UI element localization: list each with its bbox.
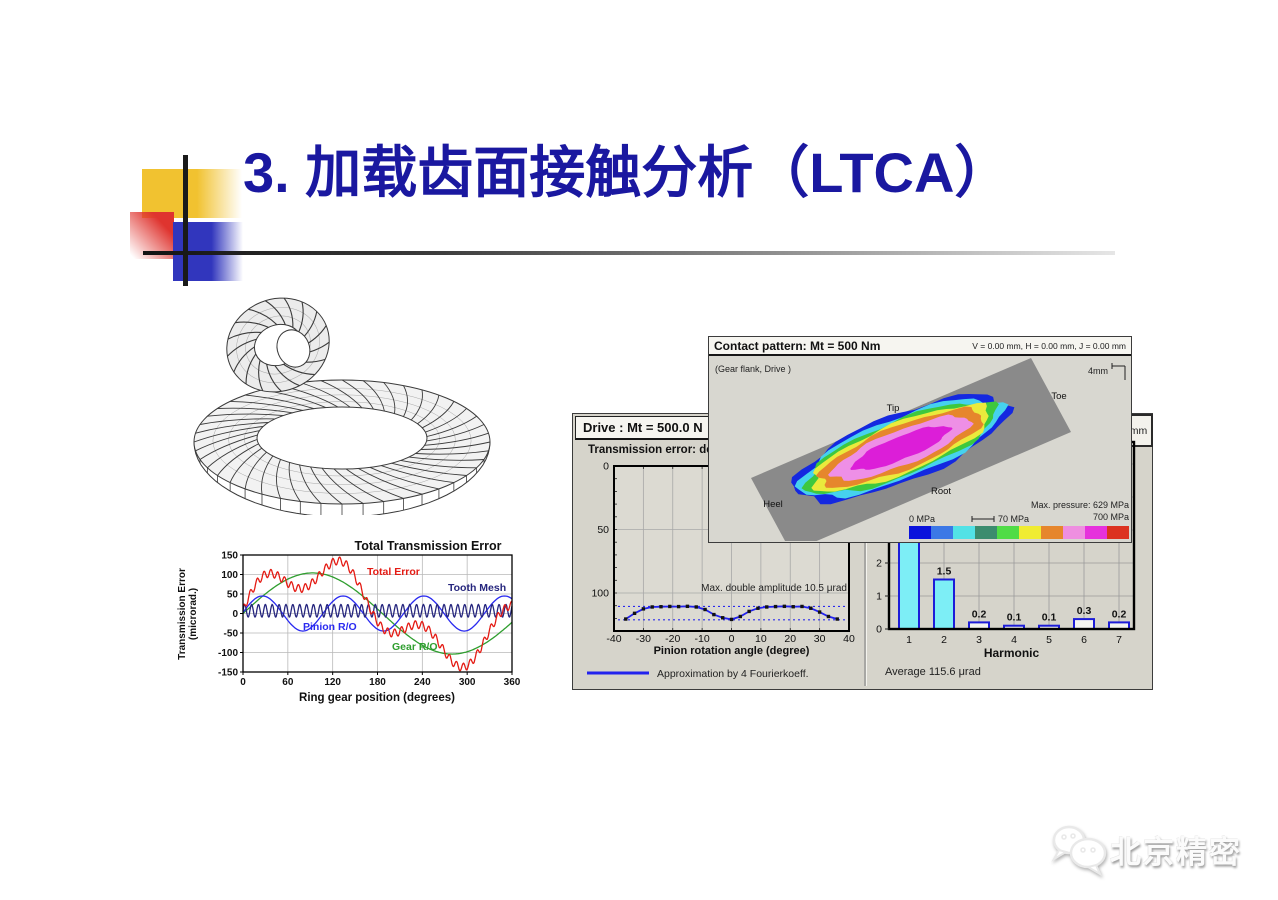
svg-text:3: 3 [976,634,982,646]
svg-text:Toe: Toe [1051,391,1066,402]
svg-text:-10: -10 [695,633,710,645]
svg-text:-150: -150 [218,668,238,679]
svg-text:Total Error: Total Error [367,566,420,578]
svg-text:5: 5 [1046,634,1052,646]
svg-text:300: 300 [459,677,476,688]
harmonic-tick-labels: 0 1 2 1 2 3 4 5 6 7 [876,558,1122,647]
svg-text:Pinion R/O: Pinion R/O [303,621,357,633]
svg-text:60: 60 [282,677,294,688]
svg-text:-40: -40 [606,633,621,645]
svg-text:100: 100 [591,588,609,600]
svg-text:Max. pressure: 629 MPa: Max. pressure: 629 MPa [1031,500,1129,510]
gear-pair-wireframe-image [193,297,491,515]
svg-text:2: 2 [941,634,947,646]
ring-gear [193,379,491,515]
svg-text:0 MPa: 0 MPa [909,514,935,524]
page-title: 3. 加载齿面接触分析（LTCA） [243,141,1011,204]
svg-text:0: 0 [240,677,246,688]
te-plot-title: Transmission error: de [588,444,713,456]
title-underline-rule [143,251,1115,255]
svg-text:0: 0 [876,624,882,636]
contact-pattern-canvas: (Gear flank, Drive ) 4mm Tip Toe Heel Root 0 M… [715,358,1129,541]
svg-text:Tip: Tip [887,403,900,414]
svg-text:120: 120 [324,677,341,688]
contact-window-title: Contact pattern: Mt = 500 Nm [714,338,881,353]
average-value-label: Average 115.6 μrad [885,666,981,678]
drive-te-tick-labels: 0 50 100 -40 -30 -20 -10 0 10 20 30 40 [591,461,855,646]
svg-text:1.5: 1.5 [937,566,952,578]
svg-text:Tooth Mesh: Tooth Mesh [448,582,506,594]
decor-vertical-line [183,155,188,286]
svg-text:0: 0 [232,609,238,620]
contact-offsets-readout: V = 0.00 mm, H = 0.00 mm, J = 0.00 mm [972,340,1126,351]
contact-pressure-contours [791,394,1015,505]
svg-text:(microrad.): (microrad.) [188,588,199,640]
svg-text:0: 0 [729,633,735,645]
svg-text:40: 40 [843,633,855,645]
svg-text:-30: -30 [636,633,651,645]
svg-text:-50: -50 [224,629,239,640]
svg-text:Gear R/O: Gear R/O [392,641,438,653]
svg-text:-100: -100 [218,648,238,659]
watermark: 北京精密 [1046,818,1268,880]
decor-yellow-square [142,169,242,218]
svg-text:50: 50 [597,524,609,536]
te-plot-xlabel: Pinion rotation angle (degree) [653,645,810,657]
svg-text:2: 2 [876,558,882,570]
svg-text:700 MPa: 700 MPa [1093,512,1129,522]
svg-text:1: 1 [906,634,912,646]
fourier-legend-label: Approximation by 4 Fourierkoeff. [657,668,809,680]
svg-text:4mm: 4mm [1088,366,1108,376]
te-chart-series [242,556,513,672]
svg-text:0.1: 0.1 [1042,612,1057,624]
svg-text:70 MPa: 70 MPa [998,514,1029,524]
svg-text:Ring gear position (degrees): Ring gear position (degrees) [299,692,455,704]
svg-text:0.3: 0.3 [1077,605,1092,617]
svg-text:0.2: 0.2 [1112,608,1127,620]
svg-text:100: 100 [221,570,238,581]
te-chart-ticks: 0 60 120 180 240 300 360 -150 -100 -50 0 50 100 150 [218,551,521,689]
svg-text:1: 1 [876,591,882,603]
svg-text:Total Transmission Error: Total Transmission Error [354,539,501,553]
pinion-gear [226,297,330,393]
contact-window-titlebar: Contact pattern: Mt = 500 Nm V = 0.00 mm… [709,337,1131,356]
svg-text:Transmission Error: Transmission Error [177,568,188,660]
svg-text:50: 50 [227,590,239,601]
svg-text:4: 4 [1011,634,1017,646]
svg-text:30: 30 [814,633,826,645]
harmonic-axis-label: Harmonic [983,646,1040,660]
svg-text:240: 240 [414,677,431,688]
svg-text:(Gear flank, Drive ): (Gear flank, Drive ) [715,364,791,374]
svg-text:Heel: Heel [763,499,783,510]
total-transmission-error-chart: 0 60 120 180 240 300 360 -150 -100 -50 0 50 100 150 To… [177,539,521,704]
watermark-brand: 北京精密 [1110,834,1242,870]
svg-text:0.2: 0.2 [972,608,987,620]
svg-text:180: 180 [369,677,386,688]
svg-text:6: 6 [1081,634,1087,646]
svg-text:10: 10 [755,633,767,645]
svg-text:7: 7 [1116,634,1122,646]
pinion-bore-hole [276,329,311,368]
svg-text:360: 360 [504,677,521,688]
wechat-icon [1051,825,1107,877]
svg-text:20: 20 [784,633,796,645]
drive-window-title: Drive : Mt = 500.0 N [583,420,703,435]
contact-pattern-window: Contact pattern: Mt = 500 Nm V = 0.00 mm… [708,336,1132,543]
svg-text:0.1: 0.1 [1007,612,1022,624]
max-double-amplitude-annotation: Max. double amplitude 10.5 μrad [701,583,847,594]
svg-text:Root: Root [931,486,951,497]
svg-text:0: 0 [603,461,609,473]
svg-text:-20: -20 [665,633,680,645]
svg-text:150: 150 [221,551,238,562]
